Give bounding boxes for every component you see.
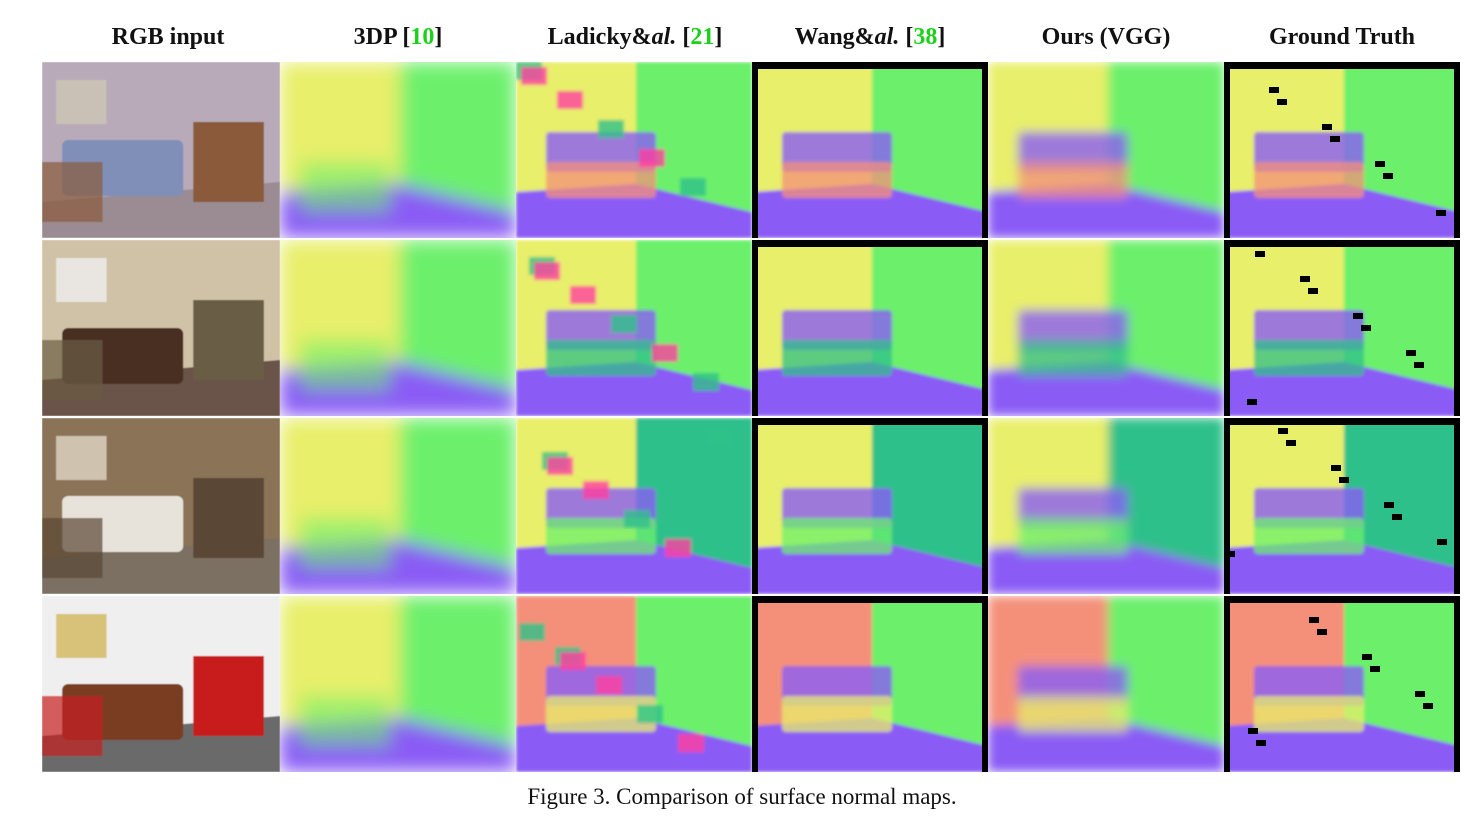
citation-link[interactable]: 38 xyxy=(913,24,938,50)
citation-link[interactable]: 21 xyxy=(690,24,715,50)
normal-map-office xyxy=(988,596,1224,772)
citation-link[interactable]: 10 xyxy=(410,24,435,50)
normal-map-living-room xyxy=(280,240,516,416)
column-header-wang: Wang&al. [38] xyxy=(794,24,946,50)
column-header-ours-vgg: Ours (VGG) xyxy=(1041,24,1171,50)
column-header-ground-truth: Ground Truth xyxy=(1268,24,1416,50)
rgb-image-office xyxy=(42,596,280,772)
normal-map-bedroom xyxy=(516,62,752,238)
normal-map-living-room xyxy=(1224,240,1460,416)
normal-map-office xyxy=(280,596,516,772)
normal-map-bathroom xyxy=(280,418,516,594)
normal-map-bathroom xyxy=(988,418,1224,594)
normal-map-bedroom xyxy=(752,62,988,238)
rgb-image-bedroom xyxy=(42,62,280,238)
normal-map-bedroom xyxy=(280,62,516,238)
normal-map-bedroom xyxy=(1224,62,1460,238)
normal-map-bathroom xyxy=(752,418,988,594)
normal-map-bedroom xyxy=(988,62,1224,238)
figure-caption: Figure 3. Comparison of surface normal m… xyxy=(527,784,957,809)
normal-map-living-room xyxy=(516,240,752,416)
normal-map-bathroom xyxy=(1224,418,1460,594)
image-grid xyxy=(42,62,1460,772)
column-header-3dp: 3DP [10] xyxy=(353,24,443,50)
normal-map-living-room xyxy=(988,240,1224,416)
normal-map-living-room xyxy=(752,240,988,416)
normal-map-office xyxy=(752,596,988,772)
column-header-ladicky: Ladicky&al. [21] xyxy=(547,24,723,50)
rgb-image-living-room xyxy=(42,240,280,416)
column-header-rgb-input: RGB input xyxy=(111,24,225,50)
rgb-image-bathroom xyxy=(42,418,280,594)
normal-map-office xyxy=(1224,596,1460,772)
column-headers: RGB input 3DP [10] Ladicky&al. [21] Wang… xyxy=(0,24,1484,56)
normal-map-bathroom xyxy=(516,418,752,594)
normal-map-office xyxy=(516,596,752,772)
